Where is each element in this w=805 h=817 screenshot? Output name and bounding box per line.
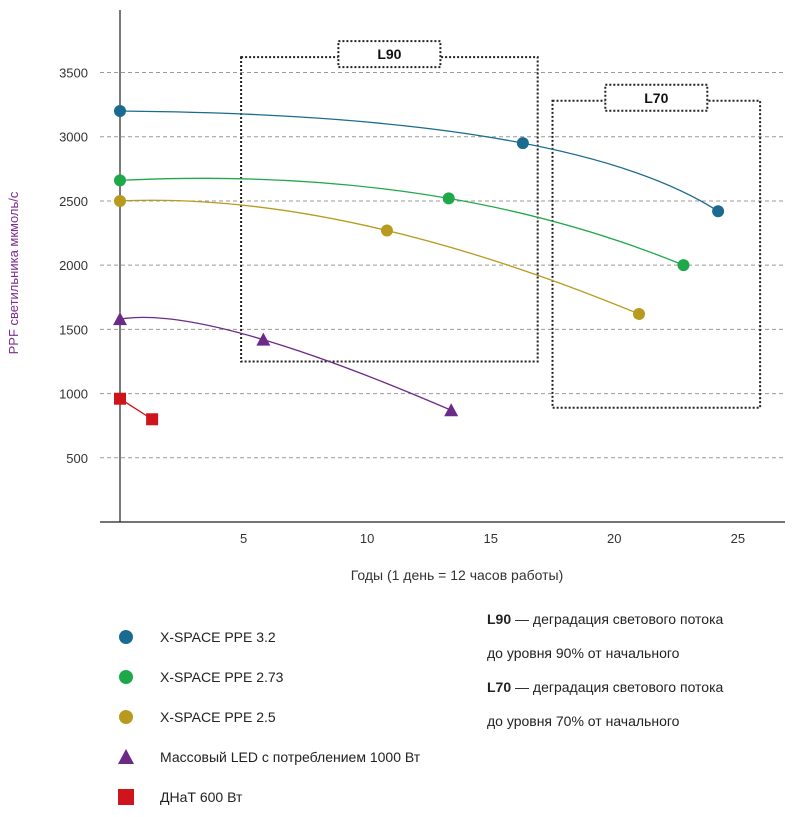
legend-marker-triangle-icon bbox=[112, 747, 140, 767]
grid-lines bbox=[100, 72, 785, 459]
series-line-2 bbox=[119, 199, 640, 315]
data-point bbox=[380, 224, 393, 237]
series-line-1 bbox=[119, 177, 684, 266]
annotation-boxes: L90 L70 bbox=[240, 40, 762, 409]
legend-item: Массовый LED с потреблением 1000 Вт bbox=[112, 737, 492, 777]
y-axis-title: PPF светильника мкмоль/с bbox=[6, 191, 21, 354]
data-point bbox=[113, 312, 127, 326]
data-point bbox=[677, 259, 690, 272]
note-l70-line1: — деградация светового потока bbox=[511, 679, 724, 695]
data-point bbox=[444, 403, 459, 417]
legend: X-SPACE PPE 3.2 X-SPACE PPE 2.73 X-SPACE P… bbox=[112, 617, 492, 817]
legend-marker-circle-icon bbox=[112, 627, 140, 647]
legend-label: X-SPACE PPE 3.2 bbox=[160, 629, 276, 645]
data-point bbox=[516, 137, 529, 150]
y-tick-label: 1500 bbox=[59, 322, 88, 337]
legend-marker-circle-icon bbox=[112, 667, 140, 687]
note-l90: L90 — деградация светового потока bbox=[487, 602, 797, 636]
y-tick-label: 3500 bbox=[59, 66, 88, 81]
y-tick-label: 2500 bbox=[59, 194, 88, 209]
x-tick-label: 10 bbox=[360, 531, 374, 546]
legend-label: ДНаТ 600 Вт bbox=[160, 789, 243, 805]
x-axis-title: Годы (1 день = 12 часов работы) bbox=[351, 567, 564, 583]
chart: L90 L70 500 1000 1500 2000 2500 3000 3500 5 10 15 2… bbox=[6, 10, 785, 583]
data-point bbox=[114, 392, 126, 405]
note-l90-line2: до уровня 90% от начального bbox=[487, 645, 680, 661]
legend-item: X-SPACE PPE 3.2 bbox=[112, 617, 492, 657]
series-line-0 bbox=[119, 110, 719, 212]
legend-item: X-SPACE PPE 2.73 bbox=[112, 657, 492, 697]
x-tick-label: 25 bbox=[731, 531, 745, 546]
series-line-3 bbox=[119, 316, 452, 411]
y-tick-label: 3000 bbox=[59, 130, 88, 145]
legend-item: ДНаТ 600 Вт bbox=[112, 777, 492, 817]
data-point bbox=[633, 307, 646, 320]
x-tick-label: 5 bbox=[240, 531, 247, 546]
data-point bbox=[114, 174, 126, 187]
legend-marker-circle-icon bbox=[112, 707, 140, 727]
x-tick-label: 15 bbox=[483, 531, 497, 546]
note-l70: L70 — деградация светового потока bbox=[487, 670, 797, 704]
annotation-label-box bbox=[337, 40, 442, 69]
data-point bbox=[114, 194, 126, 207]
annotation-box-l90 bbox=[240, 56, 539, 363]
notes: L90 — деградация светового потока до уро… bbox=[487, 602, 797, 738]
axes bbox=[100, 10, 785, 523]
legend-label: X-SPACE PPE 2.73 bbox=[160, 669, 284, 685]
annotation-label-box bbox=[604, 83, 709, 112]
note-l70-key: L70 bbox=[487, 679, 512, 695]
annotation-box-l70 bbox=[551, 99, 762, 409]
tick-labels: 500 1000 1500 2000 2500 3000 3500 5 10 15 20 25 bbox=[59, 66, 745, 546]
data-point bbox=[442, 192, 455, 205]
legend-label: X-SPACE PPE 2.5 bbox=[160, 709, 276, 725]
annotation-label-l90: L90 bbox=[377, 46, 401, 62]
y-tick-label: 1000 bbox=[59, 387, 88, 402]
legend-item: X-SPACE PPE 2.5 bbox=[112, 697, 492, 737]
series-group bbox=[113, 105, 725, 426]
legend-marker-square-icon bbox=[112, 787, 140, 807]
y-tick-label: 2000 bbox=[59, 258, 88, 273]
annotation-label-l70: L70 bbox=[644, 90, 668, 106]
note-l90-key: L90 bbox=[487, 611, 512, 627]
note-l90-line1: — деградация светового потока bbox=[511, 611, 724, 627]
legend-label: Массовый LED с потреблением 1000 Вт bbox=[160, 749, 421, 765]
y-tick-label: 500 bbox=[66, 451, 88, 466]
x-tick-label: 20 bbox=[607, 531, 621, 546]
data-point bbox=[146, 413, 159, 426]
data-point bbox=[114, 105, 126, 118]
data-point bbox=[256, 332, 271, 346]
note-l70-line2: до уровня 70% от начального bbox=[487, 713, 680, 729]
data-point bbox=[712, 205, 725, 218]
